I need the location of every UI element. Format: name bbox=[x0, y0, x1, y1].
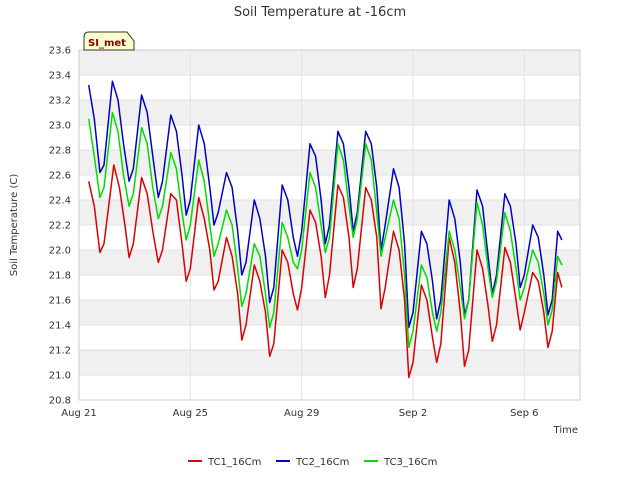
x-tick-label: Aug 21 bbox=[61, 408, 96, 419]
legend-item: TC2_16Cm bbox=[276, 457, 349, 468]
y-tick-label: 22.4 bbox=[49, 196, 71, 207]
y-tick-label: 21.2 bbox=[49, 346, 71, 357]
y-tick-label: 21.0 bbox=[49, 371, 71, 382]
y-tick-label: 23.2 bbox=[49, 96, 71, 107]
y-axis-ticks: 20.8 21.0 21.2 21.4 21.6 21.8 22.0 22.2 22.4 22.6… bbox=[49, 46, 71, 407]
site-badge-shape bbox=[83, 31, 135, 51]
y-tick-label: 21.6 bbox=[49, 296, 71, 307]
plot-background-bands bbox=[79, 50, 580, 375]
chart-title: Soil Temperature at -16cm bbox=[234, 5, 406, 20]
legend-label: TC1_16Cm bbox=[207, 457, 261, 468]
y-tick-label: 22.2 bbox=[49, 221, 71, 232]
legend-item: TC1_16Cm bbox=[188, 457, 261, 468]
x-axis-ticks: Aug 21 Aug 25 Aug 29 Sep 2 Sep 6 bbox=[61, 408, 538, 419]
x-tick-label: Aug 29 bbox=[284, 408, 319, 419]
x-tick-label: Sep 6 bbox=[510, 408, 538, 419]
y-tick-label: 23.0 bbox=[49, 121, 71, 132]
x-axis-label: Time bbox=[553, 425, 578, 436]
x-tick-label: Sep 2 bbox=[399, 408, 427, 419]
site-badge-label: SI_met bbox=[88, 38, 126, 49]
series-lines bbox=[87, 80, 563, 379]
plot-band bbox=[79, 50, 580, 75]
plot-band bbox=[79, 350, 580, 375]
y-tick-label: 21.8 bbox=[49, 271, 71, 282]
series-line-tc1-16cm bbox=[87, 164, 563, 379]
y-tick-label: 20.8 bbox=[49, 396, 71, 407]
series-line-tc2-16cm bbox=[87, 80, 563, 329]
y-axis-label: Soil Temperature (C) bbox=[9, 174, 20, 277]
legend-label: TC2_16Cm bbox=[295, 457, 349, 468]
legend-label: TC3_16Cm bbox=[383, 457, 437, 468]
plot-area-border bbox=[78, 49, 581, 401]
plot-band bbox=[79, 300, 580, 325]
legend-item: TC3_16Cm bbox=[364, 457, 437, 468]
y-tick-label: 22.8 bbox=[49, 146, 71, 157]
y-tick-label: 23.4 bbox=[49, 71, 71, 82]
plot-band bbox=[79, 150, 580, 175]
y-tick-label: 21.4 bbox=[49, 321, 71, 332]
y-tick-label: 23.6 bbox=[49, 46, 71, 57]
plot-band bbox=[79, 100, 580, 125]
y-tick-label: 22.6 bbox=[49, 171, 71, 182]
x-tick-label: Aug 25 bbox=[173, 408, 208, 419]
y-tick-label: 22.0 bbox=[49, 246, 71, 257]
site-badge: SI_met bbox=[83, 31, 135, 51]
legend: TC1_16Cm TC2_16Cm TC3_16Cm bbox=[188, 457, 437, 468]
series-line-tc3-16cm bbox=[87, 111, 563, 349]
